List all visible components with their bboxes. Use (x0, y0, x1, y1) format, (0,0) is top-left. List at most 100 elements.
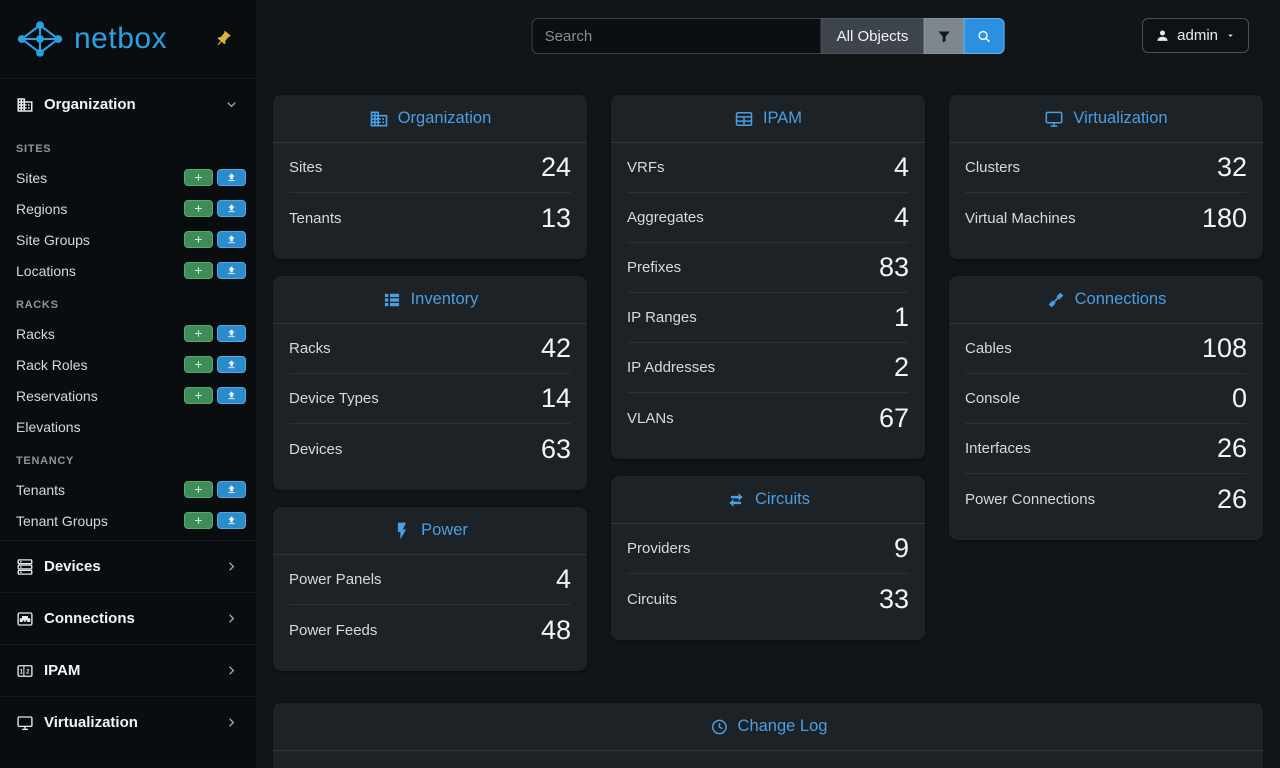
stat-label[interactable]: Cables (965, 340, 1012, 357)
stat-value[interactable]: 1 (893, 302, 909, 332)
sidebar-section-devices-header[interactable]: Devices (0, 540, 256, 592)
stat-value[interactable]: 26 (1216, 483, 1247, 514)
add-button[interactable] (184, 356, 213, 373)
sidebar-item-label[interactable]: Rack Roles (16, 356, 88, 373)
search-icon (978, 30, 990, 42)
sidebar-item-label[interactable]: Tenants (16, 481, 66, 498)
stat-label[interactable]: Devices (289, 440, 343, 458)
sidebar: netbox Organization SITES (0, 0, 256, 768)
stat-label[interactable]: Circuits (627, 590, 678, 608)
sidebar-item-label[interactable]: Locations (16, 262, 76, 279)
card-body: Power Panels 4 Power Feeds 48 (273, 555, 587, 671)
filter-button[interactable] (923, 18, 965, 54)
stat-value[interactable]: 48 (540, 614, 571, 645)
import-button[interactable] (217, 169, 246, 186)
stat-value[interactable]: 0 (1231, 383, 1247, 413)
stat-label[interactable]: Console (965, 390, 1021, 407)
stat-value[interactable]: 13 (540, 202, 571, 233)
sidebar-item-label[interactable]: Racks (16, 325, 55, 342)
add-button[interactable] (184, 169, 213, 186)
stat-row: Tenants 13 (289, 193, 571, 243)
stat-label[interactable]: Aggregates (627, 209, 704, 226)
sidebar-item-label[interactable]: Site Groups (16, 231, 90, 248)
stat-value[interactable]: 9 (893, 533, 909, 563)
stat-label[interactable]: Prefixes (627, 259, 682, 276)
stat-value[interactable]: 4 (893, 202, 909, 232)
stat-value[interactable]: 42 (540, 333, 571, 363)
stat-label[interactable]: Interfaces (965, 440, 1031, 457)
stat-value[interactable]: 67 (878, 402, 909, 433)
sidebar-section-connections-header[interactable]: Connections (0, 592, 256, 644)
stat-value[interactable]: 33 (878, 583, 909, 614)
stat-value[interactable]: 83 (878, 252, 909, 282)
sidebar-item-label[interactable]: Tenant Groups (16, 512, 108, 529)
stat-value[interactable]: 32 (1216, 152, 1247, 182)
add-button[interactable] (184, 481, 213, 498)
add-button[interactable] (184, 512, 213, 529)
pin-sidebar-icon[interactable] (214, 30, 232, 53)
stat-value[interactable]: 26 (1216, 433, 1247, 463)
stat-value[interactable]: 180 (1201, 202, 1247, 233)
add-button[interactable] (184, 262, 213, 279)
stat-label[interactable]: Virtual Machines (965, 209, 1076, 227)
sidebar-section-organization-header[interactable]: Organization (0, 78, 256, 130)
stat-value[interactable]: 14 (540, 383, 571, 413)
card-body: Providers 9 Circuits 33 (611, 524, 925, 640)
stat-label[interactable]: Providers (627, 540, 691, 557)
card-title: IPAM (762, 109, 803, 127)
import-button[interactable] (217, 200, 246, 217)
upload-icon (228, 329, 235, 338)
stat-label[interactable]: Power Panels (289, 571, 382, 588)
add-button[interactable] (184, 231, 213, 248)
stat-label[interactable]: IP Addresses (627, 359, 716, 376)
import-button[interactable] (217, 262, 246, 279)
stat-value[interactable]: 4 (555, 564, 571, 594)
inventory-card: Inventory Racks 42 Device Types 14 Devic… (273, 276, 587, 490)
stat-label[interactable]: Power Connections (965, 490, 1096, 508)
stat-label[interactable]: Racks (289, 340, 331, 357)
import-button[interactable] (217, 387, 246, 404)
stat-label[interactable]: Power Feeds (289, 621, 378, 639)
virtualization-card-header: Virtualization (949, 95, 1263, 143)
import-button[interactable] (217, 356, 246, 373)
stat-value[interactable]: 63 (540, 433, 571, 464)
stat-label[interactable]: Clusters (965, 159, 1021, 176)
add-button[interactable] (184, 200, 213, 217)
inventory-card-header: Inventory (273, 276, 587, 324)
stat-value[interactable]: 2 (893, 352, 909, 382)
search-button[interactable] (963, 18, 1005, 54)
import-button[interactable] (217, 481, 246, 498)
chevron-right-icon (223, 558, 240, 575)
sidebar-item-label[interactable]: Reservations (16, 387, 98, 404)
add-button[interactable] (184, 387, 213, 404)
import-button[interactable] (217, 512, 246, 529)
stat-value[interactable]: 24 (540, 152, 571, 182)
search-input[interactable] (531, 18, 822, 54)
stat-label[interactable]: Sites (289, 159, 323, 176)
svg-text:1: 1 (20, 669, 24, 675)
sidebar-item-label[interactable]: Elevations (16, 418, 81, 435)
user-menu-button[interactable]: admin (1142, 18, 1249, 53)
stat-label[interactable]: IP Ranges (627, 309, 697, 326)
stat-label[interactable]: VRFs (627, 159, 665, 176)
caret-down-icon (1228, 34, 1233, 37)
stat-label[interactable]: Device Types (289, 390, 379, 407)
plus-icon (195, 517, 202, 524)
stat-value[interactable]: 108 (1201, 333, 1247, 363)
search-scope-button[interactable]: All Objects (820, 18, 925, 54)
sidebar-item-label[interactable]: Regions (16, 200, 68, 217)
add-button[interactable] (184, 325, 213, 342)
sidebar-nav: Organization SITES Sites (0, 78, 256, 748)
netbox-logo[interactable]: netbox (14, 18, 167, 60)
item-quick-actions (184, 356, 246, 373)
sidebar-section-virtualization-header[interactable]: Virtualization (0, 696, 256, 748)
stat-label[interactable]: VLANs (627, 409, 674, 427)
upload-icon (228, 360, 235, 369)
stat-value[interactable]: 4 (893, 152, 909, 182)
import-button[interactable] (217, 231, 246, 248)
sidebar-item-label[interactable]: Sites (16, 169, 48, 186)
import-button[interactable] (217, 325, 246, 342)
stat-label[interactable]: Tenants (289, 209, 342, 227)
